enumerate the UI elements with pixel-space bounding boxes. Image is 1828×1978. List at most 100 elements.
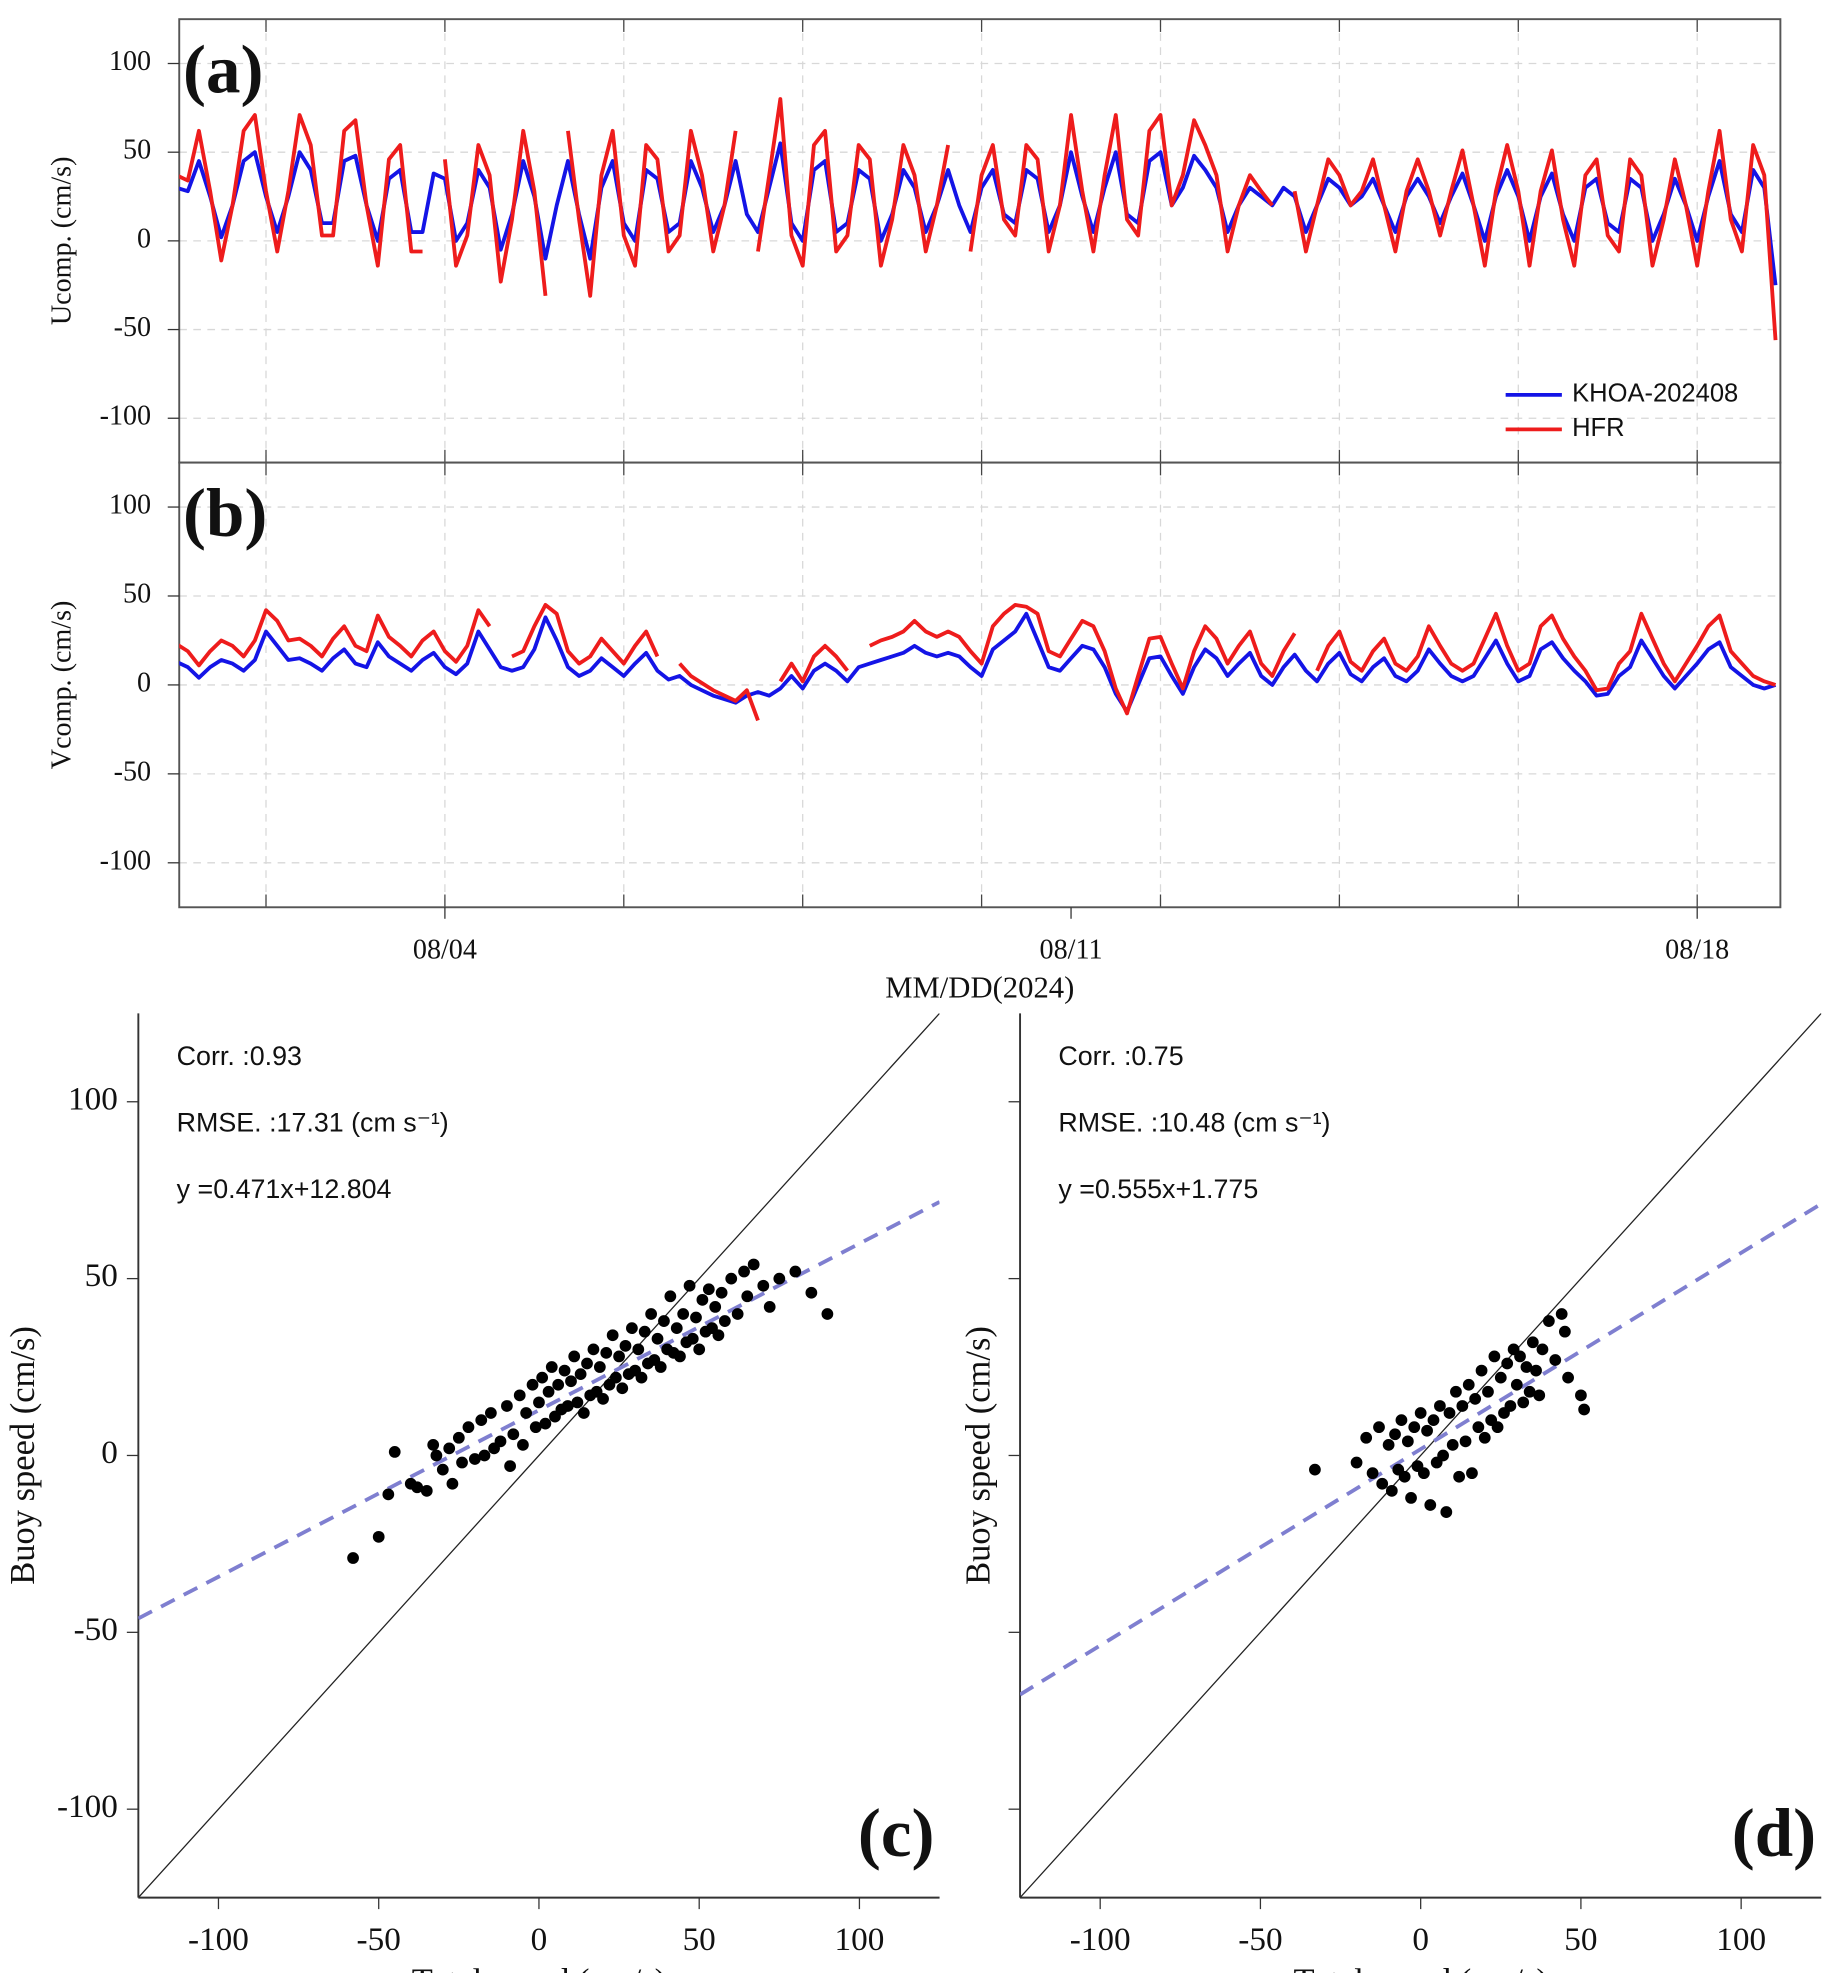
x-tick-label: 100 [1716, 1921, 1766, 1958]
panel-label: (a) [183, 31, 263, 107]
scatter-point [436, 1463, 449, 1476]
panel: -100 -50 0 50 100 Ucomp. (cm/s) KHOA-202408 HFR… [47, 18, 1782, 464]
scatter-point [1510, 1378, 1523, 1391]
x-tick-label: -50 [1238, 1921, 1282, 1958]
scatter-point [1389, 1428, 1401, 1441]
stat-annotation: RMSE. :17.31 (cm s⁻¹) [177, 1108, 449, 1138]
scatter-point [677, 1308, 690, 1320]
scatter-point [1443, 1407, 1456, 1419]
scatter-point [1514, 1350, 1526, 1363]
scatter-point [757, 1279, 770, 1292]
scatter-point [533, 1396, 545, 1409]
scatter-point [1575, 1389, 1587, 1402]
scatter-point [763, 1301, 776, 1313]
scatter-point [609, 1371, 622, 1384]
scatter-point [571, 1396, 584, 1409]
y-tick-label: 50 [123, 135, 151, 166]
scatter-point [738, 1265, 750, 1278]
scatter-point [552, 1378, 565, 1391]
scatter-point [619, 1339, 632, 1352]
scatter-point [626, 1322, 638, 1335]
y-axis-label: Ucomp. (cm/s) [47, 157, 78, 326]
scatter-point [561, 1400, 574, 1412]
y-axis-label: Buoy speed (cm/s) [4, 1326, 42, 1585]
scatter-point [539, 1417, 552, 1430]
scatter-point [1434, 1400, 1446, 1412]
scatter-point [1530, 1364, 1542, 1377]
scatter-point [1462, 1378, 1475, 1391]
x-tick-label: -50 [357, 1921, 401, 1958]
scatter-point [725, 1272, 738, 1285]
scatter-point [597, 1392, 609, 1405]
panel-label: (c) [858, 1795, 935, 1871]
panel-label: (b) [183, 475, 267, 551]
scatter-point [690, 1311, 702, 1324]
scatter-point [635, 1371, 648, 1384]
series-line [179, 97, 1778, 341]
x-tick-label: 100 [835, 1921, 885, 1958]
scatter-point [709, 1301, 722, 1313]
scatter-point [446, 1477, 459, 1490]
scatter-point [664, 1290, 677, 1303]
scatter-point [1456, 1400, 1469, 1412]
scatter-point [1424, 1499, 1437, 1511]
stat-annotation: y =0.555x+1.775 [1058, 1174, 1258, 1204]
scatter-point [718, 1315, 731, 1327]
y-tick-label: 50 [85, 1257, 118, 1294]
scatter-point [1578, 1403, 1590, 1416]
scatter-point [372, 1530, 385, 1543]
scatter-point [683, 1279, 696, 1292]
x-axis-label: Total speed (cm/s) [1293, 1962, 1547, 1973]
scatter-point [1488, 1350, 1501, 1363]
scatter-point [1366, 1467, 1379, 1480]
scatter-point [789, 1265, 802, 1278]
scatter-point [494, 1435, 507, 1448]
scatter-point [411, 1481, 424, 1494]
scatter-point [1501, 1357, 1514, 1370]
scatter-point [658, 1315, 670, 1327]
stat-annotation: RMSE. :10.48 (cm s⁻¹) [1058, 1108, 1330, 1138]
scatter-point [741, 1290, 754, 1303]
scatter-point [1453, 1470, 1466, 1483]
panel: -100 -50 0 50 100 Total speed (cm/s) Buoy spee… [960, 1013, 1822, 1978]
series-line [179, 611, 1777, 714]
scatter-point [1427, 1414, 1440, 1426]
scatter-point [1401, 1435, 1414, 1448]
scatter-point [430, 1449, 443, 1462]
scatter-point [1472, 1421, 1485, 1434]
scatter-point [1350, 1456, 1363, 1469]
x-axis-label: Total speed (cm/s) [412, 1962, 666, 1973]
legend-label: HFR [1572, 414, 1625, 442]
scatter-point [1408, 1421, 1421, 1434]
scatter-point [1562, 1371, 1574, 1384]
scatter-point [1417, 1467, 1430, 1480]
scatter-point [670, 1322, 683, 1335]
scatter-point [1437, 1449, 1449, 1462]
scatter-point [520, 1407, 533, 1419]
scatter-point [420, 1484, 433, 1497]
scatter-point [1482, 1385, 1494, 1398]
x-tick-label: 0 [1412, 1921, 1429, 1958]
scatter-point [600, 1347, 613, 1359]
scatter-point [1421, 1424, 1433, 1437]
panel-label: (d) [1732, 1795, 1816, 1871]
scatter-point [577, 1407, 590, 1419]
y-tick-label: -100 [100, 845, 152, 876]
x-axis-label: MM/DD(2024) [885, 970, 1074, 1004]
scatter-point [1373, 1421, 1385, 1434]
scatter-point [517, 1438, 529, 1451]
scatter-point [1414, 1407, 1427, 1419]
scatter-point [542, 1385, 555, 1398]
scatter-point [702, 1283, 715, 1296]
y-tick-label: -100 [57, 1788, 118, 1825]
scatter-point [606, 1329, 619, 1342]
scatter-point [1385, 1484, 1398, 1497]
y-axis-label: Vcomp. (cm/s) [47, 601, 78, 770]
fit-line [1020, 1202, 1822, 1697]
scatter-point [773, 1272, 786, 1285]
panel: -100 -50 0 50 100 -100 -50 0 50 100 Total speed (c… [4, 1013, 940, 1978]
scatter-point [805, 1286, 818, 1299]
scatter-point [468, 1453, 481, 1465]
y-tick-label: 0 [137, 223, 151, 254]
